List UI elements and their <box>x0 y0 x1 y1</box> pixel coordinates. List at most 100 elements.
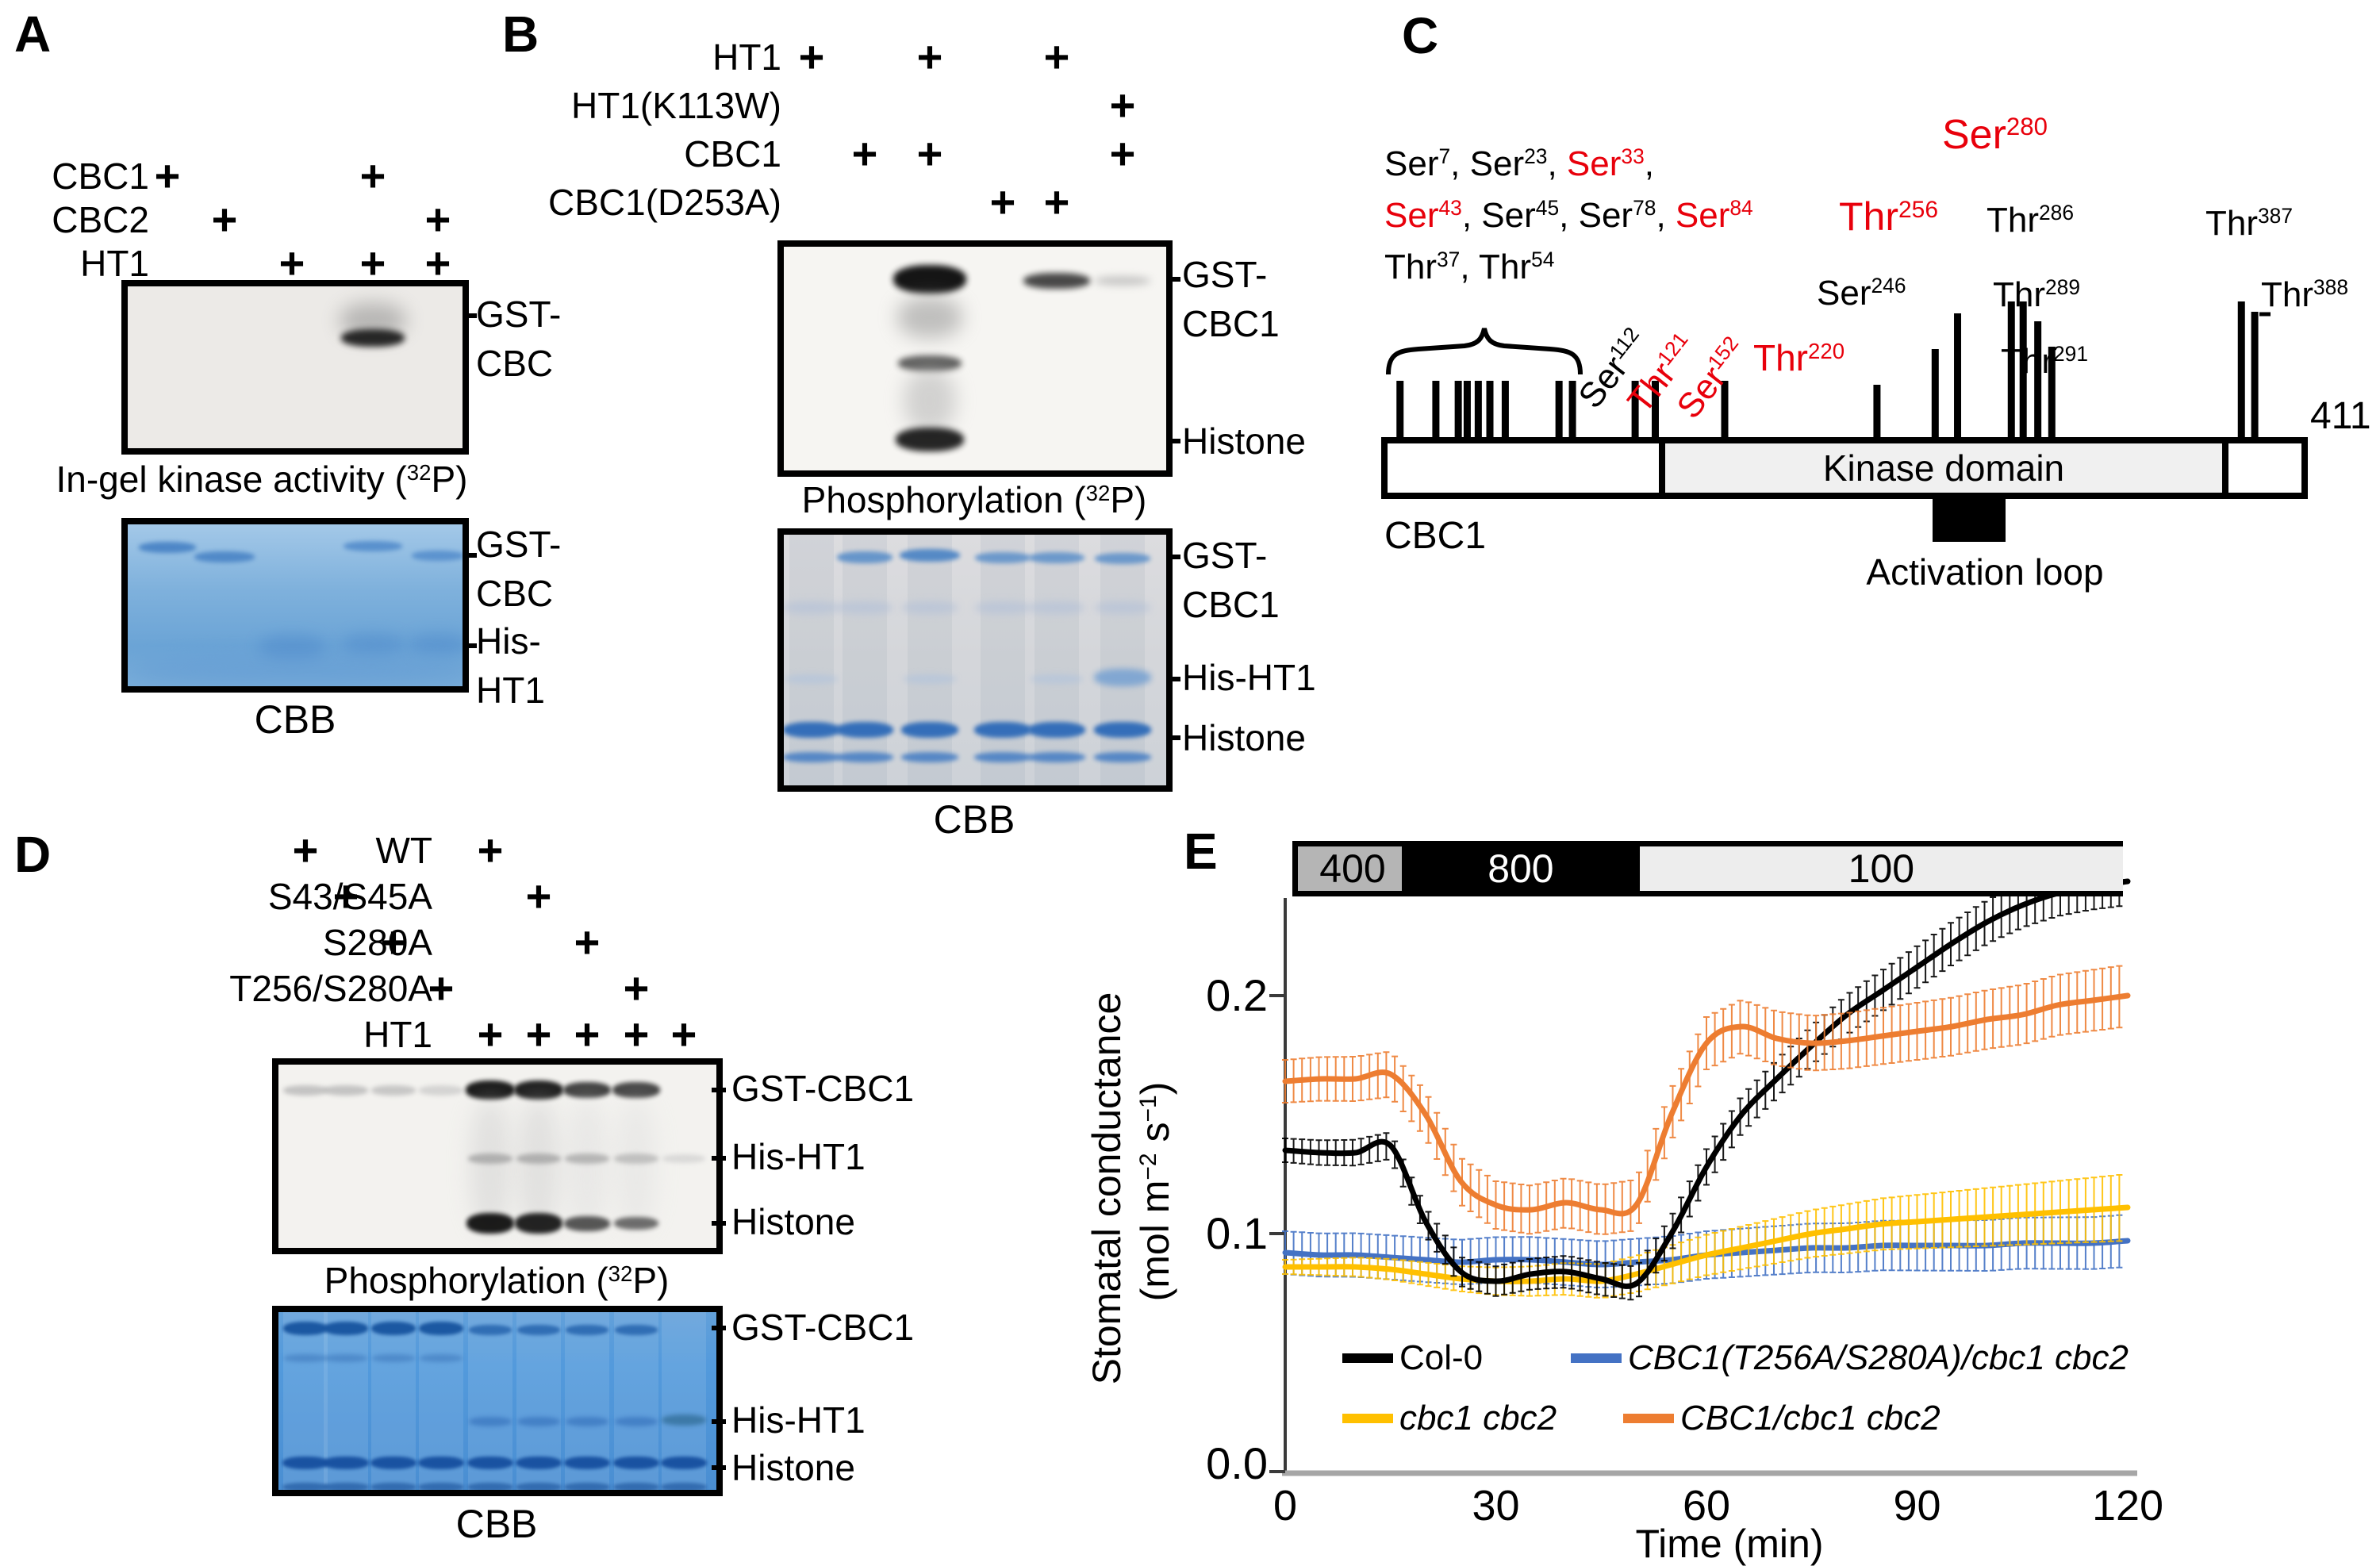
band-label: GST- <box>1182 535 1268 576</box>
panel-b-cbb-label: CBB <box>933 797 1015 842</box>
site-label-text: Thr <box>1987 201 2039 240</box>
site-residue-number: 33 <box>1621 144 1645 169</box>
site-label-text: Thr <box>1384 248 1437 286</box>
site-label: Thr387 <box>2205 203 2293 248</box>
gel-band <box>466 1080 515 1100</box>
co2-level-segment: 100 <box>1639 846 2123 891</box>
plus-sign: + <box>1043 177 1070 227</box>
site-label-text: , <box>1656 196 1676 235</box>
panel-a-caption: In-gel kinase activity (32P) <box>56 459 468 500</box>
co2-level-segment: 400 <box>1298 846 1408 891</box>
gel-band <box>324 1321 368 1335</box>
site-label-text: Thr <box>2001 342 2053 381</box>
site-label-text: , <box>1559 196 1579 235</box>
gel-band <box>344 540 402 551</box>
assay-row-label: HT1 <box>80 243 149 284</box>
gel-band <box>342 634 404 654</box>
gel-band <box>282 1482 328 1490</box>
gel-band <box>564 1215 610 1231</box>
band-label: GST- <box>476 524 562 565</box>
gel-band <box>566 1417 608 1426</box>
gel-band <box>900 549 960 562</box>
protein-length-label: 411 <box>2310 395 2371 437</box>
plus-sign: + <box>525 1009 552 1059</box>
gel-band <box>420 1354 463 1362</box>
gel-band <box>1029 601 1084 614</box>
assay-row-label: CBC1 <box>52 155 149 197</box>
gel-band <box>284 1354 327 1362</box>
plus-sign: + <box>359 151 386 201</box>
gel-band <box>901 722 958 738</box>
site-label: Thr388 <box>2261 274 2348 320</box>
gel-band <box>662 1414 706 1426</box>
x-tick-label: 30 <box>1472 1482 1520 1530</box>
site-label: Thr256 <box>1839 194 1938 246</box>
gel-band <box>784 751 840 762</box>
gel-band <box>517 1417 560 1426</box>
gel-band <box>785 674 838 684</box>
assay-row-label: CBC2 <box>52 199 149 240</box>
gel-band <box>974 751 1031 762</box>
site-residue-number: 7 <box>1438 144 1451 169</box>
panel-a-letter: A <box>14 6 52 63</box>
plus-sign: + <box>798 32 825 82</box>
site-label-text: Thr <box>1753 337 1808 378</box>
d-phospho-blot <box>272 1058 723 1254</box>
site-residue-number: 220 <box>1808 338 1845 363</box>
plus-sign: + <box>670 1009 697 1059</box>
plus-sign: + <box>154 151 181 201</box>
gel-lane-stripe <box>843 535 887 785</box>
site-residue-number: 387 <box>2258 204 2294 228</box>
site-label-text: Thr <box>1993 275 2045 314</box>
gel-band <box>975 601 1031 614</box>
gel-lane-stripe <box>1035 535 1079 785</box>
gel-band <box>282 1457 328 1469</box>
legend-label: cbc1 cbc2 <box>1399 1399 1557 1437</box>
co2-treatment-bar: 400 800 100 <box>1292 841 2123 896</box>
gel-band <box>564 1482 610 1490</box>
nterm-sites-line: Ser7, Ser23, Ser33, <box>1384 140 1654 193</box>
gel-band <box>836 751 893 762</box>
band-label: Histone <box>731 1201 855 1242</box>
band-label: GST-CBC1 <box>731 1068 915 1109</box>
assay-row-label: HT1 <box>363 1014 432 1055</box>
gel-band <box>516 1153 561 1164</box>
band-pointer-tick <box>712 1221 726 1226</box>
gel-band <box>1028 751 1085 762</box>
site-label-text: Ser <box>1469 144 1525 183</box>
activation-loop-label: Activation loop <box>1866 551 2104 593</box>
site-label-text: Ser <box>1578 196 1633 235</box>
gel-band <box>419 1084 463 1096</box>
legend-dash <box>1571 1353 1622 1363</box>
gel-band <box>616 1099 656 1234</box>
panel-c-letter: C <box>1402 7 1439 64</box>
legend-label: CBC1(T256A/S280A)/cbc1 cbc2 <box>1628 1338 2129 1377</box>
stomatal-conductance-chart <box>1269 858 2137 1476</box>
plus-sign: + <box>623 1009 650 1059</box>
band-pointer-tick <box>463 313 477 318</box>
gel-band <box>1094 722 1151 738</box>
site-label-text: Thr <box>2205 204 2258 243</box>
gel-band <box>371 1084 416 1096</box>
band-pointer-tick <box>712 1465 726 1470</box>
site-residue-number: 84 <box>1729 196 1753 221</box>
site-label: Thr286 <box>1987 200 2074 245</box>
y-tick-0_0: 0.0 <box>1206 1438 1268 1488</box>
plus-sign: + <box>424 238 451 288</box>
site-residue-number: 388 <box>2313 275 2349 300</box>
site-label-text: Ser <box>1942 112 2006 158</box>
band-pointer-tick <box>712 1419 726 1424</box>
gel-band <box>974 722 1031 738</box>
gel-band <box>409 634 463 654</box>
gel-band <box>662 1153 705 1163</box>
assay-row-label: S43/S45A <box>267 876 432 917</box>
gel-band <box>896 428 964 451</box>
gel-band <box>975 552 1031 563</box>
gel-band <box>837 601 892 614</box>
x-tick-label: 0 <box>1273 1482 1298 1530</box>
site-label: Ser280 <box>1942 111 2048 164</box>
plus-sign: + <box>424 194 451 244</box>
plus-sign: + <box>851 129 878 178</box>
band-pointer-tick <box>1166 735 1180 740</box>
